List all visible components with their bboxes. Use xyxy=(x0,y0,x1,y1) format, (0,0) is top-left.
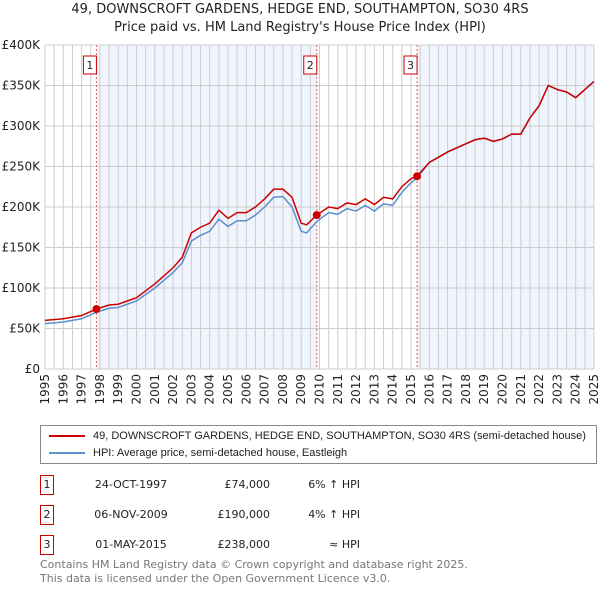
sale-date: 06-NOV-2009 xyxy=(94,508,168,521)
x-tick-label: 2005 xyxy=(221,374,235,405)
legend: 49, DOWNSCROFT GARDENS, HEDGE END, SOUTH… xyxy=(40,425,597,464)
x-tick-label: 2023 xyxy=(550,374,564,405)
x-tick-label: 2003 xyxy=(184,374,198,405)
x-tick-label: 2022 xyxy=(532,374,546,405)
chart-subtitle: Price paid vs. HM Land Registry's House … xyxy=(114,20,486,35)
legend-swatch-property xyxy=(49,435,85,437)
sale-point xyxy=(413,172,422,181)
sale-row: 3 01-MAY-2015 £238,000 ≈ HPI xyxy=(40,535,600,555)
x-tick-label: 1999 xyxy=(111,374,125,405)
sale-price: £190,000 xyxy=(217,508,271,521)
sale-marker-badge: 1 xyxy=(40,475,54,495)
y-tick-label: £300K xyxy=(2,119,42,133)
y-tick-label: £50K xyxy=(9,322,41,336)
x-tick-label: 2007 xyxy=(258,374,272,405)
sale-price: £238,000 xyxy=(217,538,271,551)
sale-price: £74,000 xyxy=(224,478,271,491)
x-tick-label: 2000 xyxy=(130,374,144,405)
x-tick-label: 2010 xyxy=(313,374,327,405)
y-tick-label: £350K xyxy=(2,79,42,93)
y-tick-label: £150K xyxy=(2,241,42,255)
x-tick-label: 2020 xyxy=(496,374,510,405)
x-tick-label: 1996 xyxy=(56,374,70,405)
x-tick-label: 1995 xyxy=(38,374,52,405)
sale-label: 3 xyxy=(407,59,414,72)
x-tick-label: 2013 xyxy=(367,374,381,405)
x-tick-label: 2017 xyxy=(441,374,455,405)
sale-label: 1 xyxy=(86,59,93,72)
sale-hpi: ≈ HPI xyxy=(329,538,360,551)
price-chart: £0 £50K £100K £150K £200K £250K £300K £350K £400… xyxy=(2,38,600,405)
sale-marker-badge: 3 xyxy=(40,535,54,555)
y-tick-label: £250K xyxy=(2,160,42,174)
chart-title: 49, DOWNSCROFT GARDENS, HEDGE END, SOUTH… xyxy=(71,2,529,17)
y-tick-label: £100K xyxy=(2,281,42,295)
sale-label-box xyxy=(303,55,318,75)
x-tick-label: 2024 xyxy=(569,374,583,405)
sale-point xyxy=(312,211,321,220)
legend-swatch-hpi xyxy=(49,452,85,454)
x-tick-label: 2001 xyxy=(148,374,162,405)
sale-row: 1 24-OCT-1997 £74,000 6% ↑ HPI xyxy=(40,475,600,495)
x-tick-label: 2018 xyxy=(459,374,473,405)
x-tick-label: 2025 xyxy=(587,374,600,405)
legend-label-hpi: HPI: Average price, semi-detached house,… xyxy=(93,447,348,459)
sale-label-box xyxy=(82,55,97,75)
y-tick-label: £200K xyxy=(2,200,42,214)
x-tick-label: 2006 xyxy=(239,374,253,405)
x-tick-label: 2009 xyxy=(294,374,308,405)
x-tick-label: 1998 xyxy=(93,374,107,405)
x-tick-label: 2011 xyxy=(331,374,345,405)
sale-date: 24-OCT-1997 xyxy=(94,478,168,491)
footer-copyright: Contains HM Land Registry data © Crown c… xyxy=(40,558,468,571)
x-tick-label: 1997 xyxy=(75,374,89,405)
sale-hpi: 6% ↑ HPI xyxy=(308,478,360,491)
legend-label-property: 49, DOWNSCROFT GARDENS, HEDGE END, SOUTH… xyxy=(93,430,586,442)
y-tick-label: £0 xyxy=(25,362,40,376)
footer: Contains HM Land Registry data © Crown c… xyxy=(40,558,468,586)
x-tick-label: 2014 xyxy=(386,374,400,405)
sale-label-box xyxy=(403,55,418,75)
x-tick-label: 2021 xyxy=(514,374,528,405)
x-tick-label: 2012 xyxy=(349,374,363,405)
x-tick-label: 2016 xyxy=(422,374,436,405)
x-tick-label: 2015 xyxy=(404,374,418,405)
y-tick-label: £400K xyxy=(2,38,42,52)
sale-marker-badge: 2 xyxy=(40,505,54,525)
footer-licence: This data is licensed under the Open Gov… xyxy=(40,572,391,585)
x-tick-label: 2002 xyxy=(166,374,180,405)
sale-date: 01-MAY-2015 xyxy=(95,538,167,551)
sale-hpi: 4% ↑ HPI xyxy=(308,508,360,521)
sale-point xyxy=(92,305,101,314)
x-tick-label: 2004 xyxy=(203,374,217,405)
x-tick-label: 2008 xyxy=(276,374,290,405)
sale-row: 2 06-NOV-2009 £190,000 4% ↑ HPI xyxy=(40,505,600,525)
sale-label: 2 xyxy=(307,59,314,72)
property-price-line xyxy=(44,80,595,322)
x-tick-label: 2019 xyxy=(477,374,491,405)
